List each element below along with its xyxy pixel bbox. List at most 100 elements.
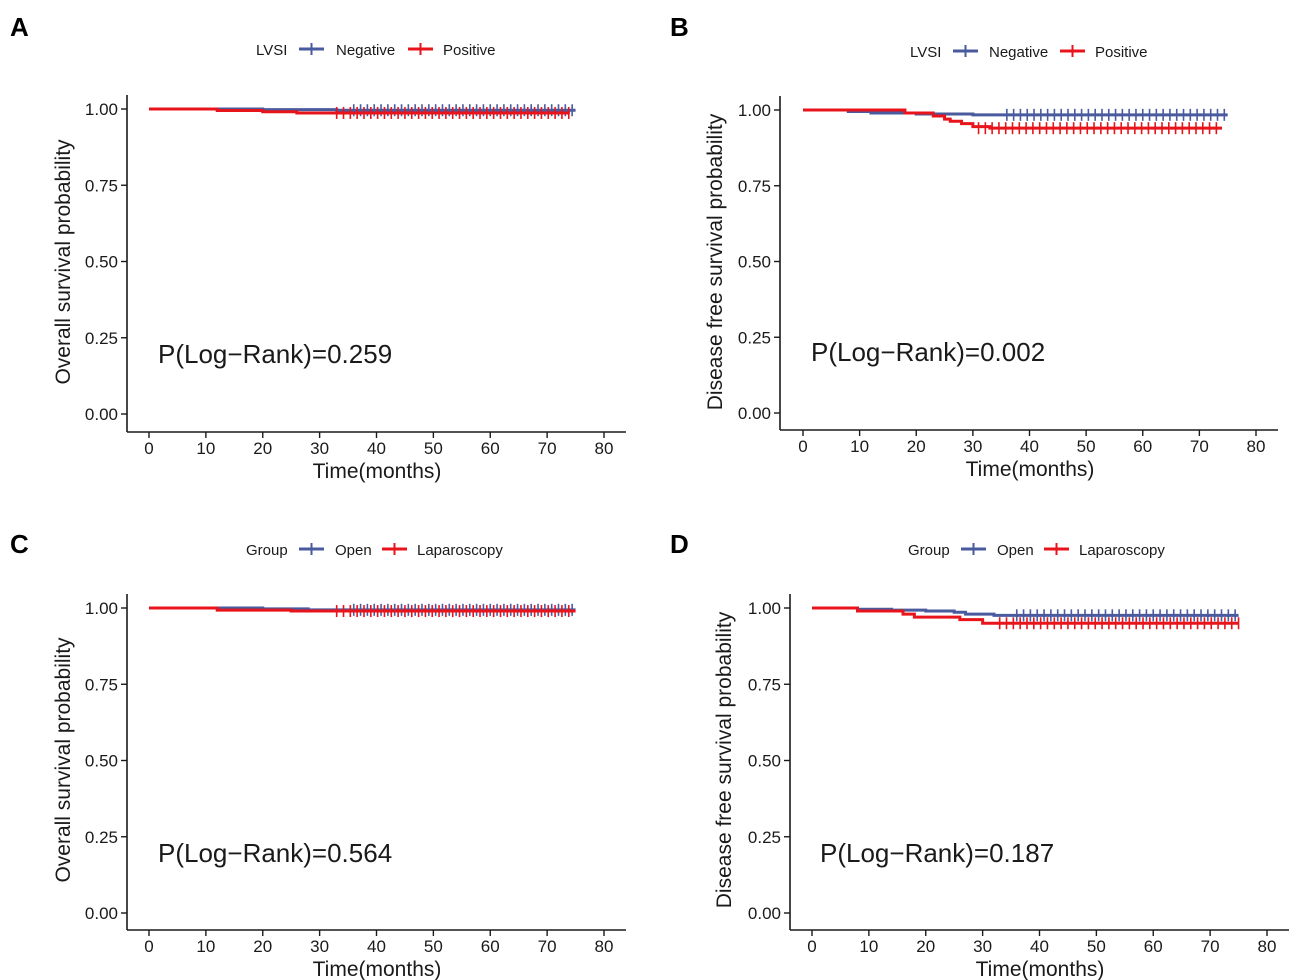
panel-d: D Group Open Laparoscopy Disease free su…	[670, 529, 1289, 980]
panel-label-b: B	[670, 12, 689, 42]
survival-curve-laparoscopy	[149, 606, 576, 613]
x-axis-title: Time(months)	[313, 958, 442, 980]
y-axis-title: Overall survival probability	[52, 139, 75, 385]
panel-a: A LVSI Negative Positive Overall surviva…	[10, 12, 626, 483]
panel-label-a: A	[10, 12, 29, 42]
y-tick-label: 1.00	[748, 599, 781, 618]
y-tick-label: 0.00	[738, 404, 771, 423]
x-tick-label: 80	[595, 937, 614, 956]
x-tick-label: 60	[1133, 437, 1152, 456]
y-tick-label: 0.25	[738, 328, 771, 347]
x-tick-label: 0	[144, 937, 153, 956]
x-tick-label: 30	[973, 937, 992, 956]
x-tick-label: 10	[196, 937, 215, 956]
x-tick-label: 40	[367, 439, 386, 458]
panel-label-d: D	[670, 529, 689, 559]
x-tick-label: 20	[253, 439, 272, 458]
x-tick-label: 50	[424, 439, 443, 458]
legend-d: Group Open Laparoscopy	[908, 542, 1165, 559]
legend-key-negative	[299, 43, 324, 55]
y-tick-label: 0.50	[85, 253, 118, 272]
x-tick-label: 10	[196, 439, 215, 458]
x-tick-label: 20	[916, 937, 935, 956]
legend-key-open	[299, 543, 324, 555]
x-tick-label: 20	[253, 937, 272, 956]
x-tick-label: 60	[1144, 937, 1163, 956]
y-tick-label: 0.25	[748, 828, 781, 847]
x-tick-label: 50	[424, 937, 443, 956]
x-tick-label: 70	[1190, 437, 1209, 456]
legend-label-laparoscopy: Laparoscopy	[417, 542, 503, 559]
plot-area: 0 10 20 30 40 50 60 70 80 0.00 0.25 0.50 0.75 1.00	[85, 594, 626, 956]
y-axis-title: Disease free survival probability	[713, 611, 736, 908]
x-axis-title: Time(months)	[966, 458, 1095, 481]
y-tick-label: 0.50	[738, 253, 771, 272]
legend-c: Group Open Laparoscopy	[246, 542, 503, 559]
legend-label-positive: Positive	[1095, 44, 1148, 61]
y-tick-label: 0.00	[85, 904, 118, 923]
panel-c: C Group Open Laparoscopy Overall surviva…	[10, 529, 626, 980]
legend-label-negative: Negative	[989, 44, 1048, 61]
p-value-annotation: P(Log−Rank)=0.259	[158, 339, 392, 369]
x-tick-label: 70	[538, 937, 557, 956]
legend-key-laparoscopy	[382, 543, 407, 555]
legend-title: LVSI	[910, 44, 941, 61]
legend-key-laparoscopy	[1044, 543, 1069, 555]
x-tick-label: 10	[859, 937, 878, 956]
y-tick-label: 0.75	[85, 176, 118, 195]
y-axis-title: Disease free survival probability	[704, 113, 727, 410]
survival-curve-positive	[149, 107, 570, 115]
y-tick-label: 1.00	[85, 599, 118, 618]
legend-label-positive: Positive	[443, 42, 496, 59]
legend-key-open	[961, 543, 986, 555]
plot-area: 0 10 20 30 40 50 60 70 80 0.00 0.25 0.50 0.75 1.00	[738, 96, 1278, 456]
x-tick-label: 40	[1030, 937, 1049, 956]
legend-b: LVSI Negative Positive	[910, 44, 1148, 61]
x-tick-label: 80	[595, 439, 614, 458]
y-tick-label: 1.00	[85, 100, 118, 119]
x-tick-label: 60	[481, 937, 500, 956]
x-tick-label: 0	[807, 937, 816, 956]
legend-label-open: Open	[997, 542, 1034, 559]
x-tick-label: 80	[1247, 437, 1266, 456]
survival-curve-open	[812, 606, 1239, 617]
legend-title: LVSI	[256, 42, 287, 59]
x-tick-label: 10	[850, 437, 869, 456]
survival-curve-negative	[149, 107, 576, 112]
legend-a: LVSI Negative Positive	[256, 42, 496, 59]
x-tick-label: 30	[963, 437, 982, 456]
legend-title: Group	[246, 542, 288, 559]
x-tick-label: 60	[481, 439, 500, 458]
y-tick-label: 1.00	[738, 101, 771, 120]
x-axis-title: Time(months)	[313, 460, 442, 483]
x-tick-label: 70	[1201, 937, 1220, 956]
y-tick-label: 0.50	[748, 752, 781, 771]
x-tick-label: 0	[798, 437, 807, 456]
x-tick-label: 70	[538, 439, 557, 458]
plot-area: 0 10 20 30 40 50 60 70 80 0.00 0.25 0.50 0.75 1.00	[748, 594, 1289, 956]
x-tick-label: 50	[1087, 937, 1106, 956]
survival-curve-laparoscopy	[812, 606, 1239, 625]
survival-curve-positive	[803, 108, 1223, 130]
p-value-annotation: P(Log−Rank)=0.564	[158, 838, 392, 868]
y-axis-title: Overall survival probability	[52, 637, 75, 883]
x-tick-label: 80	[1258, 937, 1277, 956]
plot-area: 0 10 20 30 40 50 60 70 80 0.00 0.25 0.50 0.75 1.00	[85, 95, 626, 458]
legend-key-positive	[408, 43, 433, 55]
panel-b: B LVSI Negative Positive Disease free su…	[670, 12, 1278, 481]
x-tick-label: 30	[310, 937, 329, 956]
x-tick-label: 0	[144, 439, 153, 458]
panel-label-c: C	[10, 529, 29, 559]
y-tick-label: 0.25	[85, 828, 118, 847]
legend-label-laparoscopy: Laparoscopy	[1079, 542, 1165, 559]
x-tick-label: 40	[367, 937, 386, 956]
p-value-annotation: P(Log−Rank)=0.187	[820, 838, 1054, 868]
y-tick-label: 0.00	[85, 405, 118, 424]
y-tick-label: 0.75	[748, 675, 781, 694]
x-tick-label: 30	[310, 439, 329, 458]
legend-title: Group	[908, 542, 950, 559]
legend-label-open: Open	[335, 542, 372, 559]
y-tick-label: 0.75	[738, 177, 771, 196]
y-tick-label: 0.50	[85, 752, 118, 771]
